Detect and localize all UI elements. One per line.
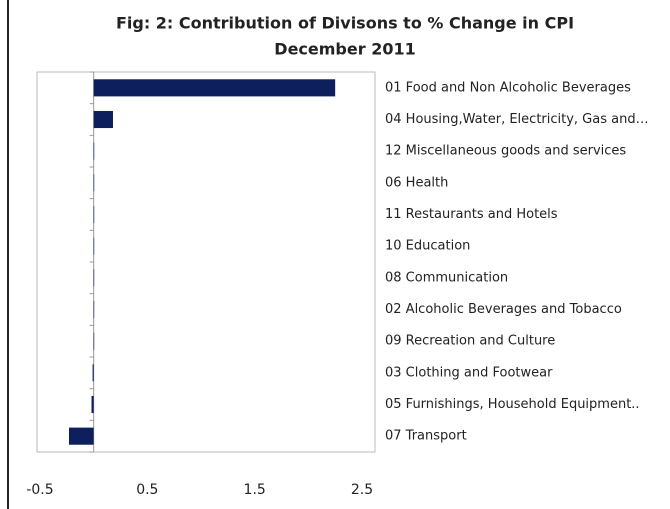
bar	[91, 395, 94, 414]
bar	[68, 427, 94, 445]
x-tick-label: -0.5	[26, 482, 53, 498]
y-tick-label: 06 Health	[385, 175, 448, 190]
bar	[93, 269, 95, 287]
chart-subtitle: December 2011	[274, 40, 415, 59]
y-tick-label: 01 Food and Non Alcoholic Beverages	[385, 80, 631, 95]
y-tick-label: 03 Clothing and Footwear	[385, 365, 553, 380]
bar	[93, 142, 95, 160]
x-tick-label: 2.5	[351, 482, 373, 498]
chart-title: Fig: 2: Contribution of Divisons to % Ch…	[116, 14, 574, 33]
y-tick-label: 12 Miscellaneous goods and services	[385, 144, 626, 159]
bar	[93, 237, 95, 255]
x-tick-label: 1.5	[244, 482, 266, 498]
bar	[93, 79, 336, 97]
y-tick-label: 10 Education	[385, 239, 470, 254]
bar	[93, 205, 95, 224]
y-tick-label: 04 Housing,Water, Electricity, Gas and…	[385, 112, 649, 127]
bar	[92, 364, 94, 382]
y-tick-label: 07 Transport	[385, 429, 467, 444]
bar	[93, 110, 113, 129]
y-tick-label: 02 Alcoholic Beverages and Tobacco	[385, 302, 622, 317]
bar	[93, 332, 95, 350]
y-tick-label: 09 Recreation and Culture	[385, 334, 555, 349]
bar	[93, 300, 95, 319]
y-tick-label: 05 Furnishings, Household Equipment..	[385, 397, 640, 412]
x-tick-label: 0.5	[136, 482, 158, 498]
y-tick-label: 11 Restaurants and Hotels	[385, 207, 558, 222]
y-tick-label: 08 Communication	[385, 270, 508, 285]
plot-frame	[36, 71, 376, 453]
bar	[93, 174, 95, 192]
